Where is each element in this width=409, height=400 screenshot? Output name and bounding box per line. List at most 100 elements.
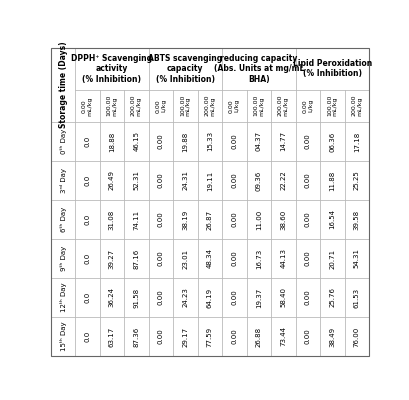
Bar (319, 90, 344, 122)
Text: 16.54: 16.54 (328, 210, 335, 230)
Text: 26.87: 26.87 (206, 209, 212, 230)
Bar (270, 200, 295, 239)
Bar (295, 48, 368, 90)
Bar (51, 317, 75, 356)
Bar (222, 122, 246, 161)
Text: 74.11: 74.11 (133, 209, 139, 230)
Text: 0.0: 0.0 (84, 136, 90, 147)
Text: 0.00: 0.00 (304, 329, 310, 344)
Text: 0.00: 0.00 (157, 134, 164, 149)
Bar (319, 161, 344, 200)
Bar (148, 317, 173, 356)
Text: 15.33: 15.33 (206, 131, 212, 152)
Bar (99, 278, 124, 317)
Bar (270, 90, 295, 122)
Bar (51, 239, 75, 278)
Bar (99, 317, 124, 356)
Bar (148, 278, 173, 317)
Text: 18.88: 18.88 (108, 131, 115, 152)
Text: DPPH⁺ Scavenging
activity
(% Inhibition): DPPH⁺ Scavenging activity (% Inhibition) (71, 54, 152, 84)
Text: 0.00: 0.00 (304, 172, 310, 188)
Text: 19.11: 19.11 (206, 170, 212, 190)
Bar (75, 239, 99, 278)
Bar (197, 317, 222, 356)
Text: 17.18: 17.18 (353, 131, 359, 152)
Bar (173, 278, 197, 317)
Bar (222, 161, 246, 200)
Bar (270, 161, 295, 200)
Text: 38.49: 38.49 (328, 326, 335, 346)
Bar (75, 90, 99, 122)
Bar (222, 317, 246, 356)
Text: 11.00: 11.00 (255, 209, 261, 230)
Text: 77.59: 77.59 (206, 326, 212, 346)
Bar (222, 278, 246, 317)
Text: 0.00: 0.00 (231, 329, 237, 344)
Bar (197, 239, 222, 278)
Text: 100.00
mL/kg: 100.00 mL/kg (253, 95, 263, 116)
Text: 100.00
mL/kg: 100.00 mL/kg (180, 95, 190, 116)
Bar (124, 317, 148, 356)
Bar (75, 161, 99, 200)
Text: 0.00: 0.00 (304, 212, 310, 227)
Text: 39.58: 39.58 (353, 209, 359, 230)
Bar (148, 122, 173, 161)
Text: 61.53: 61.53 (353, 288, 359, 308)
Text: 26.88: 26.88 (255, 326, 261, 346)
Bar (246, 200, 270, 239)
Bar (270, 317, 295, 356)
Bar (222, 90, 246, 122)
Bar (148, 239, 173, 278)
Text: 24.31: 24.31 (182, 170, 188, 190)
Bar (75, 278, 99, 317)
Text: 38.60: 38.60 (280, 209, 285, 230)
Text: 200.00
mL/kg: 200.00 mL/kg (277, 95, 288, 116)
Bar (197, 122, 222, 161)
Text: 200.00
mL/kg: 200.00 mL/kg (351, 95, 361, 116)
Text: ABTS scavenging
capacity
(% Inhibition): ABTS scavenging capacity (% Inhibition) (148, 54, 222, 84)
Bar (270, 122, 295, 161)
Bar (99, 161, 124, 200)
Text: 200.00
mL/kg: 200.00 mL/kg (130, 95, 142, 116)
Text: 0.00: 0.00 (304, 250, 310, 266)
Text: 0.00: 0.00 (304, 134, 310, 149)
Text: 0.0: 0.0 (84, 214, 90, 225)
Text: 24.23: 24.23 (182, 288, 188, 308)
Text: 87.36: 87.36 (133, 326, 139, 347)
Text: 0.00: 0.00 (231, 134, 237, 149)
Bar (51, 161, 75, 200)
Bar (344, 122, 368, 161)
Text: 100.00
mL/kg: 100.00 mL/kg (106, 95, 117, 116)
Text: 16.73: 16.73 (255, 248, 261, 268)
Text: 04.37: 04.37 (255, 131, 261, 152)
Text: Storage time (Days): Storage time (Days) (58, 42, 67, 128)
Text: 73.44: 73.44 (280, 326, 285, 346)
Text: 54.31: 54.31 (353, 248, 359, 268)
Text: 44.13: 44.13 (280, 248, 285, 268)
Text: Lipid Peroxidation
(% Inhibition): Lipid Peroxidation (% Inhibition) (292, 59, 371, 78)
Text: 0.0: 0.0 (84, 292, 90, 303)
Text: 200.00
mL/kg: 200.00 mL/kg (204, 95, 215, 116)
Bar (51, 200, 75, 239)
Text: 87.16: 87.16 (133, 248, 139, 268)
Bar (173, 317, 197, 356)
Bar (75, 48, 148, 90)
Text: 09.36: 09.36 (255, 170, 261, 190)
Text: 0.00: 0.00 (157, 329, 164, 344)
Text: 0ᵗʰ Day: 0ᵗʰ Day (60, 129, 67, 154)
Text: 0.00: 0.00 (157, 172, 164, 188)
Bar (246, 161, 270, 200)
Text: 38.19: 38.19 (182, 209, 188, 230)
Text: 06.36: 06.36 (328, 131, 335, 152)
Text: 6ᵗʰ Day: 6ᵗʰ Day (60, 207, 67, 232)
Text: 0.00
mL/kg: 0.00 mL/kg (82, 96, 92, 116)
Text: 0.0: 0.0 (84, 175, 90, 186)
Bar (148, 90, 173, 122)
Bar (197, 278, 222, 317)
Text: 23.01: 23.01 (182, 248, 188, 268)
Text: 14.77: 14.77 (280, 131, 285, 152)
Bar (75, 200, 99, 239)
Bar (124, 122, 148, 161)
Bar (246, 239, 270, 278)
Text: 19.37: 19.37 (255, 287, 261, 308)
